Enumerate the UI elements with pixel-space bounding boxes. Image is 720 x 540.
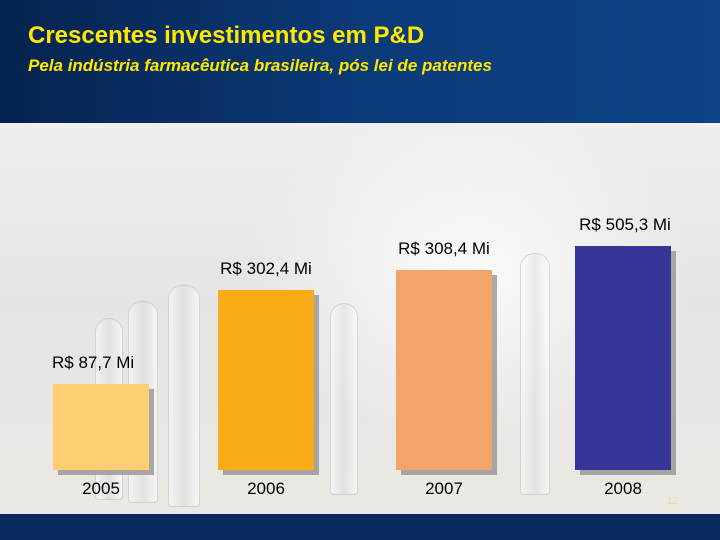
bar-2008 (575, 246, 671, 470)
category-label-2005: 2005 (82, 479, 120, 498)
category-label-2007: 2007 (425, 479, 463, 498)
category-label-2008: 2008 (604, 479, 642, 498)
footer-bar (0, 514, 720, 540)
value-label-2008: R$ 505,3 Mi (579, 215, 671, 234)
page-title: Crescentes investimentos em P&D (28, 22, 425, 49)
bar-2005 (53, 384, 149, 470)
header-banner: Crescentes investimentos em P&D Pela ind… (0, 0, 720, 123)
test-tube-decoration (168, 285, 200, 507)
page-subtitle: Pela indústria farmacêutica brasileira, … (28, 56, 492, 75)
value-label-2007: R$ 308,4 Mi (398, 239, 490, 258)
value-label-2006: R$ 302,4 Mi (220, 259, 312, 278)
value-label-2005: R$ 87,7 Mi (52, 353, 134, 372)
test-tube-decoration (330, 303, 358, 495)
test-tube-decoration (520, 253, 550, 495)
bar-2006 (218, 290, 314, 470)
bar-2007 (396, 270, 492, 470)
category-label-2006: 2006 (247, 479, 285, 498)
page-number: 12 (666, 496, 678, 507)
